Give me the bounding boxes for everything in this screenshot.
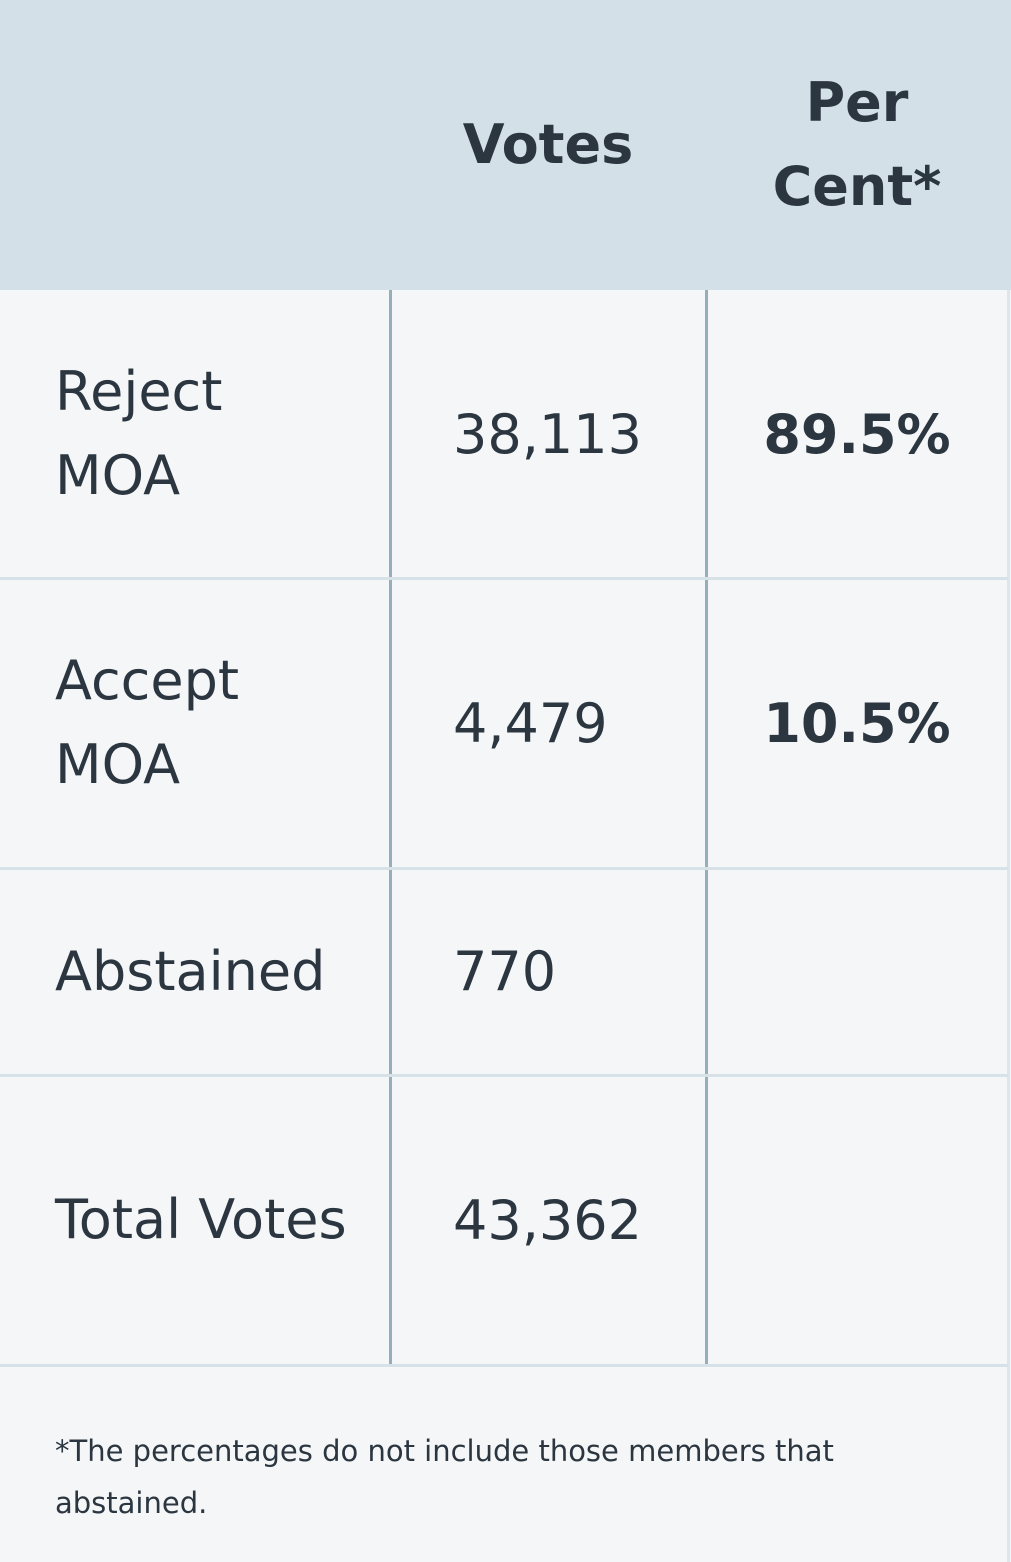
column-divider — [705, 290, 708, 1365]
column-divider — [389, 290, 392, 1365]
table-header — [0, 0, 1011, 290]
row-label: Accept MOA — [0, 578, 390, 868]
votes-cell: 770 — [390, 868, 706, 1075]
header-text: Per Cent* — [772, 71, 942, 218]
header-cell: Votes — [462, 113, 634, 176]
row-label: Total Votes — [0, 1075, 390, 1365]
percent-cell: 10.5% — [706, 578, 1008, 868]
cell-text: 43,362 — [453, 1188, 642, 1252]
cell-text: 38,113 — [453, 402, 642, 466]
percent-cell: 89.5% — [706, 290, 1008, 578]
cell-text: Total Votes — [55, 1188, 347, 1251]
cell-text: Reject MOA — [55, 360, 223, 507]
cell-text: Abstained — [55, 939, 326, 1003]
row-label: Abstained — [0, 868, 390, 1075]
votes-cell: 4,479 — [390, 578, 706, 868]
row-divider — [0, 1074, 1008, 1077]
row-divider — [0, 1364, 1008, 1367]
row-divider — [0, 867, 1008, 870]
row-divider — [0, 577, 1008, 580]
header-cell: Per Cent* — [706, 0, 1008, 290]
votes-cell: 43,362 — [390, 1075, 706, 1365]
footnote: *The percentages do not include those me… — [55, 1434, 834, 1520]
cell-text: 10.5% — [763, 691, 951, 755]
votes-cell: 38,113 — [390, 290, 706, 578]
cell-text: Accept MOA — [55, 649, 240, 796]
table-edge — [1007, 290, 1010, 1562]
cell-text: 770 — [453, 940, 557, 1003]
row-label: Reject MOA — [0, 290, 390, 578]
cell-text: 4,479 — [453, 691, 608, 755]
cell-text: 89.5% — [763, 402, 951, 466]
